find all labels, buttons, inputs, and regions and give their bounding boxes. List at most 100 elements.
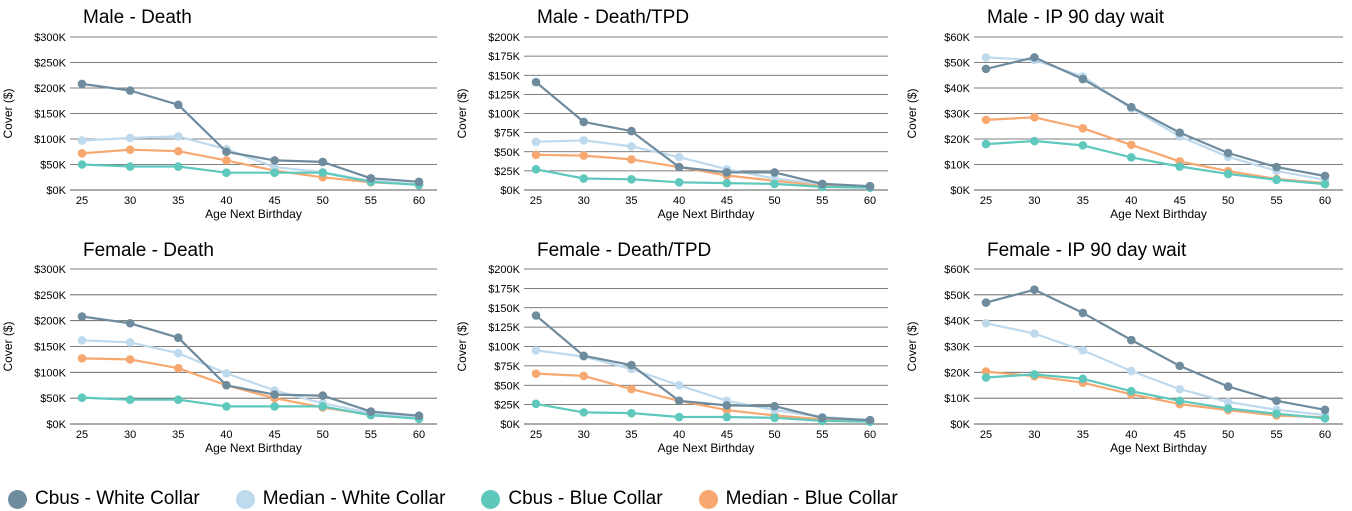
series-line — [535, 81, 871, 188]
data-point — [173, 132, 183, 141]
data-point — [627, 408, 636, 418]
series-line — [985, 322, 1326, 417]
data-point — [981, 53, 991, 62]
chart-title: Female - Death — [83, 240, 214, 261]
data-point — [1078, 374, 1088, 384]
data-point — [1272, 396, 1281, 406]
data-point — [1030, 329, 1039, 338]
data-point — [125, 338, 135, 347]
y-tick-label: $0K — [500, 419, 520, 431]
data-point — [1175, 361, 1185, 371]
y-axis-label: Cover ($) — [1, 88, 15, 138]
y-tick-label: $300K — [34, 32, 66, 44]
x-tick-label: 60 — [864, 195, 876, 207]
x-tick-label: 30 — [578, 195, 590, 207]
y-tick-label: $10K — [944, 393, 970, 405]
data-point — [722, 401, 732, 410]
legend-item-cbus-white-collar[interactable]: Cbus - White Collar — [8, 488, 200, 510]
x-tick-label: 25 — [530, 429, 542, 441]
x-tick-label: 55 — [365, 195, 377, 207]
y-tick-label: $0K — [46, 419, 66, 431]
series-line — [985, 370, 1326, 419]
y-tick-label: $200K — [488, 32, 520, 44]
x-tick-label: 55 — [1270, 429, 1282, 441]
legend-item-cbus-blue-collar[interactable]: Cbus - Blue Collar — [481, 488, 663, 510]
data-point — [531, 346, 541, 355]
y-tick-label: $50K — [40, 393, 66, 405]
data-point — [1126, 386, 1136, 396]
y-tick-label: $0K — [950, 185, 970, 197]
y-tick-label: $10K — [944, 160, 970, 172]
data-point — [1030, 370, 1039, 379]
x-tick-label: 40 — [1125, 195, 1137, 207]
data-point — [77, 136, 87, 145]
data-point — [1175, 396, 1185, 406]
data-point — [817, 413, 827, 423]
data-point — [173, 333, 183, 343]
data-point — [770, 168, 779, 177]
chart-panel: Female - Death/TPD $0K $25K $50K $75K $100K $1… — [455, 240, 888, 455]
data-point — [981, 373, 991, 382]
x-tick-label: 35 — [1077, 429, 1089, 441]
data-point — [1126, 140, 1136, 150]
y-tick-label: $250K — [34, 290, 66, 302]
x-tick-label: 60 — [413, 429, 425, 441]
y-tick-label: $150K — [488, 303, 520, 315]
data-point — [1126, 335, 1136, 345]
x-tick-label: 50 — [768, 195, 780, 207]
series-line — [535, 168, 871, 189]
legend-item-median-white-collar[interactable]: Median - White Collar — [235, 488, 445, 510]
y-axis-label: Cover ($) — [1, 321, 15, 371]
chart-title: Female - Death/TPD — [537, 240, 711, 261]
data-point — [125, 355, 135, 364]
x-tick-label: 25 — [76, 195, 88, 207]
x-tick-label: 60 — [1319, 429, 1331, 441]
series-line — [81, 148, 420, 186]
x-axis-label: Age Next Birthday — [1110, 441, 1207, 455]
data-point — [173, 395, 183, 405]
data-point — [627, 384, 636, 394]
data-point — [77, 160, 87, 169]
y-tick-label: $175K — [488, 283, 520, 295]
data-point — [770, 401, 779, 411]
series-line — [985, 139, 1326, 186]
x-axis-label: Age Next Birthday — [205, 441, 302, 455]
data-point — [579, 408, 589, 417]
data-point — [1126, 153, 1136, 162]
legend-label: Cbus - Blue Collar — [508, 488, 663, 509]
y-tick-label: $25K — [494, 166, 520, 178]
legend: Cbus - White Collar Median - White Colla… — [8, 487, 934, 511]
data-point — [173, 146, 183, 156]
x-tick-label: 30 — [1028, 429, 1040, 441]
x-tick-label: 45 — [721, 429, 733, 441]
data-point — [1078, 123, 1088, 133]
series-line — [81, 315, 420, 417]
data-point — [270, 156, 279, 165]
y-tick-label: $50K — [494, 147, 520, 159]
x-tick-label: 45 — [1174, 429, 1186, 441]
legend-swatch-median-white-collar — [235, 489, 255, 509]
x-tick-label: 40 — [673, 429, 685, 441]
chart-title: Male - Death — [83, 7, 192, 28]
y-axis-label: Cover ($) — [455, 321, 469, 371]
data-point — [674, 162, 684, 172]
data-point — [579, 135, 589, 145]
legend-item-median-blue-collar[interactable]: Median - Blue Collar — [698, 488, 898, 510]
data-point — [674, 152, 684, 162]
data-point — [1272, 175, 1281, 185]
y-tick-label: $50K — [944, 290, 970, 302]
x-tick-label: 40 — [220, 195, 232, 207]
data-point — [865, 415, 875, 425]
x-tick-label: 55 — [1270, 195, 1282, 207]
data-point — [222, 147, 231, 157]
data-point — [270, 402, 279, 411]
series-line — [535, 153, 871, 188]
y-tick-label: $50K — [944, 58, 970, 70]
data-point — [674, 412, 684, 422]
y-tick-label: $150K — [34, 109, 66, 121]
data-point — [627, 155, 636, 164]
x-axis-label: Age Next Birthday — [205, 207, 302, 221]
data-point — [579, 174, 589, 183]
x-tick-label: 45 — [1174, 195, 1186, 207]
data-point — [125, 318, 135, 328]
